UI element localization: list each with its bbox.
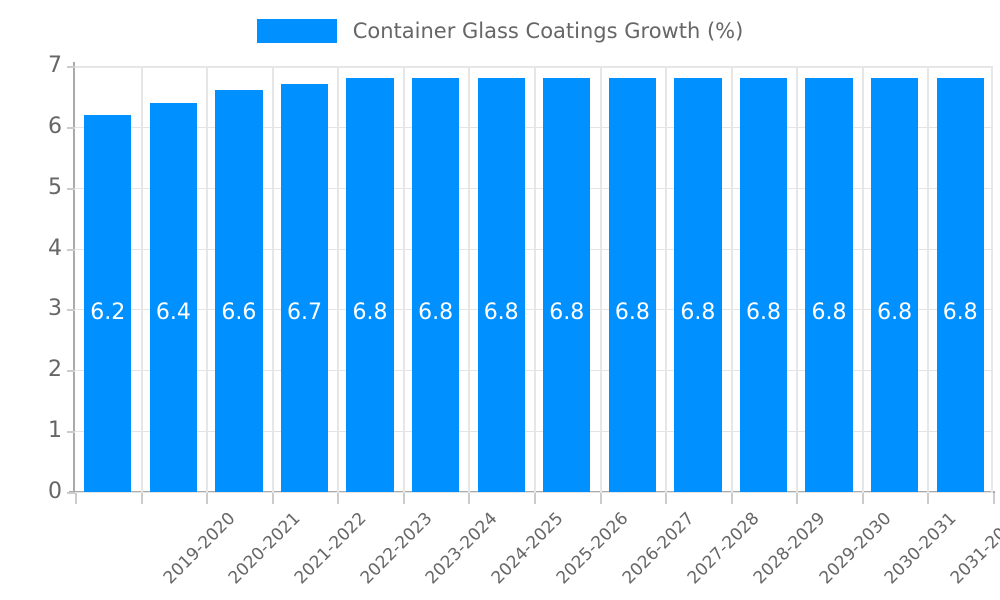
bar[interactable] [674,78,722,492]
y-axis-tick-mark [67,309,75,312]
legend-color-swatch [256,19,337,43]
bar-value-label: 6.8 [745,300,781,326]
bar-value-label: 6.2 [90,300,126,326]
bar[interactable] [739,78,788,492]
x-axis-tick-mark [665,493,668,504]
y-axis-tick-mark [67,126,75,129]
x-axis-tick-mark [140,493,143,504]
x-axis-tick-mark [206,493,209,504]
x-axis-tick-mark [271,493,274,504]
bar-value-label: 6.7 [286,300,322,326]
gridline-vertical [861,66,864,492]
x-axis-tick-mark [730,493,733,504]
bar-value-label: 6.8 [614,300,650,326]
y-axis-tick-label: 2 [48,357,62,383]
bar[interactable] [149,102,197,492]
y-axis-tick-label: 0 [48,479,62,504]
gridline-vertical [665,66,668,492]
gridline-vertical [271,66,274,492]
y-axis-tick-mark [67,248,75,251]
bar[interactable] [805,78,853,492]
bar-value-label: 6.8 [942,300,978,326]
bar[interactable] [215,90,263,492]
x-axis-tick-mark [75,493,77,504]
gridline-vertical [927,66,930,492]
x-axis-tick-mark [927,493,930,504]
bar-value-label: 6.8 [418,300,454,326]
gridline-horizontal [75,492,993,493]
y-axis-tick-mark [67,492,75,494]
gridline-vertical [599,66,602,492]
bar[interactable] [412,78,460,492]
y-axis-tick-label: 7 [48,53,62,78]
bar-value-label: 6.6 [221,300,257,326]
bar[interactable] [608,78,656,492]
chart-legend: Container Glass Coatings Growth (%) [0,12,1000,50]
y-axis-tick-label: 3 [48,296,62,322]
x-axis-tick-mark [796,493,799,504]
y-axis-tick-label: 6 [48,113,62,139]
gridline-vertical [730,66,733,492]
bar-value-label: 6.8 [877,300,913,326]
y-axis-tick-label: 5 [48,174,62,200]
bar[interactable] [84,114,132,492]
bar[interactable] [477,78,525,492]
x-axis-tick-mark [993,493,995,504]
y-axis-tick-mark [67,370,75,373]
bar[interactable] [280,84,329,492]
bar[interactable] [543,78,591,492]
gridline-vertical [140,66,143,492]
bar[interactable] [346,78,394,492]
bar-value-label: 6.8 [352,300,388,326]
legend-item-container-glass-coatings-growth[interactable]: Container Glass Coatings Growth (%) [256,18,744,43]
bar-value-label: 6.8 [483,300,519,326]
y-axis-tick-label: 1 [48,418,62,444]
bar[interactable] [871,78,919,492]
gridline-vertical [337,66,340,492]
y-axis-tick-mark [67,187,75,190]
bar-value-label: 6.8 [680,300,716,326]
gridline-vertical [206,66,209,492]
x-axis-tick-mark [599,493,602,504]
x-axis-tick-mark [337,493,340,504]
plot-area: 6.2 6.4 6.6 6.7 6.8 6.8 6.8 6.8 6.8 6.8 6.8 6.8 6.8 6… [75,66,993,493]
bar-value-label: 6.4 [155,300,191,326]
y-axis-tick-label: 4 [48,235,62,261]
bar-value-label: 6.8 [549,300,585,326]
y-axis-tick-mark [67,66,75,68]
legend-label: Container Glass Coatings Growth (%) [352,18,744,43]
x-axis-tick-mark [402,493,405,504]
x-axis-tick-mark [468,493,471,504]
gridline-vertical [402,66,405,492]
y-axis-line [73,62,75,494]
gridline-vertical [534,66,536,492]
gridline-vertical [796,66,799,492]
x-axis-tick-mark [861,493,864,504]
bar[interactable] [936,78,984,492]
x-axis-tick-mark [534,493,536,504]
bar-value-label: 6.8 [811,300,847,326]
gridline-vertical [468,66,471,492]
y-axis-tick-labels: 0 1 2 3 4 5 6 7 [14,0,62,600]
y-axis-tick-mark [67,431,75,434]
